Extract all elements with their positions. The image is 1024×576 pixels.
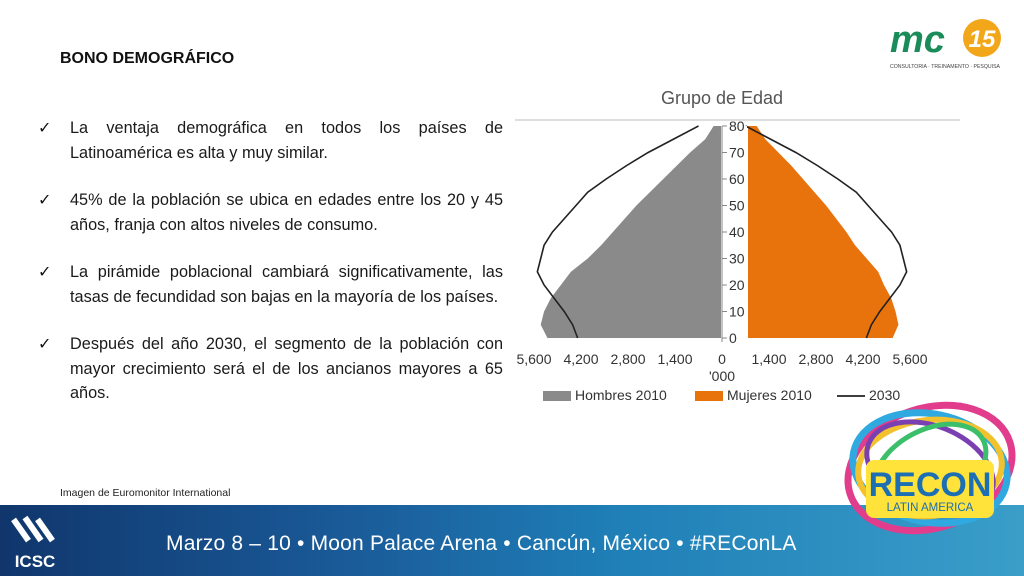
bullet-text: Después del año 2030, el segmento de la … [70, 335, 503, 402]
checkmark-icon: ✓ [38, 190, 52, 209]
checkmark-icon: ✓ [38, 118, 52, 137]
age-tick-label: 70 [729, 145, 745, 161]
recon-title: RECON [869, 466, 992, 504]
bullet-item: ✓ La ventaja demográfica en todos los paí… [38, 116, 503, 165]
chart-legend: Hombres 2010 Mujeres 2010 2030 [543, 387, 900, 403]
recon-badge [866, 460, 994, 518]
x-tick-label: 2,800 [610, 351, 645, 367]
bullet-item: ✓ 45% de la población se ubica en edades … [38, 188, 503, 237]
recon-subtitle: LATIN AMERICA [887, 502, 974, 514]
x-tick-label: 5,600 [516, 351, 551, 367]
mc-logo-number: 15 [969, 26, 996, 53]
series-mujeres-2010 [748, 126, 899, 338]
legend-swatch [695, 391, 723, 401]
plot-area: 0 10 20 30 40 50 60 70 80 5,600 4,200 2,800 1,400 0 1,… [516, 118, 927, 384]
chart-title: Grupo de Edad [661, 88, 783, 108]
series-hombres-2010 [540, 126, 722, 338]
bullet-text: La ventaja demográfica en todos los país… [70, 119, 503, 162]
checkmark-icon: ✓ [38, 334, 52, 353]
age-tick-label: 20 [729, 277, 745, 293]
x-tick-label: 1,400 [751, 351, 786, 367]
x-tick-label: 5,600 [892, 351, 927, 367]
bullet-item: ✓ La pirámide poblacional cambiará signif… [38, 260, 503, 309]
age-tick-label: 60 [729, 171, 745, 187]
bullet-item: ✓ Después del año 2030, el segmento de la… [38, 332, 503, 406]
legend-swatch [543, 391, 571, 401]
image-caption: Imagen de Euromonitor International [60, 487, 231, 499]
age-tick-label: 50 [729, 198, 745, 214]
legend-label: Mujeres 2010 [727, 387, 812, 403]
bullet-text: 45% de la población se ubica en edades e… [70, 191, 503, 234]
legend-label: Hombres 2010 [575, 387, 667, 403]
footer-event-text: Marzo 8 – 10 • Moon Palace Arena • Cancú… [166, 532, 797, 555]
logo-circle [963, 19, 1001, 57]
age-axis-band [721, 126, 747, 340]
series-2030-right [745, 125, 908, 339]
icsc-logo-text: ICSC [15, 552, 56, 571]
x-tick-label: 1,400 [657, 351, 692, 367]
mc-logo-text: mc [890, 19, 945, 61]
icsc-mark-icon [11, 515, 55, 543]
mc15-logo: mc 15 CONSULTORIA · TREINAMENTO · PESQUI… [888, 14, 1008, 74]
x-tick-label: 2,800 [798, 351, 833, 367]
bullet-list: ✓ La ventaja demográfica en todos los paí… [38, 116, 503, 429]
slide-title: BONO DEMOGRÁFICO [60, 50, 235, 67]
mc15-logo-graphic: mc 15 CONSULTORIA · TREINAMENTO · PESQUI… [890, 19, 1001, 70]
bullet-text: La pirámide poblacional cambiará signifi… [70, 263, 503, 306]
x-unit-label: '000 [709, 368, 735, 384]
x-tick-label: 4,200 [563, 351, 598, 367]
x-tick-label: 0 [718, 351, 726, 367]
x-tick-label: 4,200 [845, 351, 880, 367]
age-tick-label: 30 [729, 251, 745, 267]
mc-logo-tagline: CONSULTORIA · TREINAMENTO · PESQUISA [890, 64, 1001, 70]
age-tick-label: 0 [729, 330, 737, 346]
age-tick-label: 10 [729, 304, 745, 320]
age-tick-label: 40 [729, 224, 745, 240]
recon-latin-america-logo: RECON LATIN AMERICA [838, 398, 1020, 538]
recon-logo-graphic: RECON LATIN AMERICA [844, 401, 1016, 535]
icsc-logo: ICSC [11, 515, 56, 571]
series-2030-left [536, 125, 699, 339]
footer-banner: ICSC Marzo 8 – 10 • Moon Palace Arena • … [0, 505, 1024, 576]
checkmark-icon: ✓ [38, 262, 52, 281]
legend-label: 2030 [869, 387, 900, 403]
age-tick-label: 80 [729, 118, 745, 134]
